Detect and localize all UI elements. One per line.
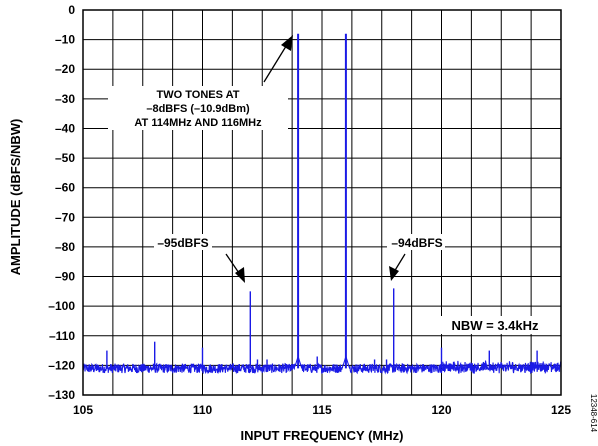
- series-layer: [82, 33, 562, 375]
- y-tick-label: 0: [68, 3, 75, 17]
- y-tick-label: –30: [55, 92, 75, 106]
- x-tick-labels: 105 110 115 120 125: [73, 403, 571, 417]
- y-tick-label: –40: [55, 121, 75, 135]
- y-tick-label: –80: [55, 240, 75, 254]
- annotation-two-tones-arrow-line: [263, 42, 289, 83]
- y-tick-label: –60: [55, 181, 75, 195]
- annotation-two-tones-line-1: TWO TONES AT: [157, 89, 240, 101]
- y-tick-label: –110: [49, 329, 75, 343]
- y-tick-label: –130: [48, 388, 75, 402]
- x-tick-label: 110: [193, 403, 213, 417]
- annotation-right-spur-label: –94dBFS: [391, 236, 442, 250]
- x-axis-label: INPUT FREQUENCY (MHz): [241, 428, 404, 443]
- annotation-left-spur-background: [154, 234, 212, 250]
- y-tick-label: –120: [48, 358, 75, 372]
- x-tick-label: 115: [312, 403, 332, 417]
- annotation-nbw-background: [440, 316, 550, 334]
- annotations: TWO TONES AT –8dBFS (–10.9dBm) AT 114MHz…: [108, 35, 550, 334]
- annotation-nbw-label: NBW = 3.4kHz: [451, 318, 539, 333]
- y-tick-label: –10: [55, 33, 75, 47]
- x-tick-label: 105: [73, 403, 93, 417]
- annotation-two-tones-arrow-head: [281, 35, 293, 51]
- y-axis-label: AMPLITUDE (dBFS/NBW): [8, 119, 23, 276]
- annotation-two-tones-line-3: AT 114MHz AND 116MHz: [134, 117, 262, 129]
- y-tick-labels: 0 –10 –20 –30 –40 –50 –60 –70 –80 –90 –100 –110 –120…: [48, 3, 75, 402]
- y-tick-label: –20: [55, 62, 75, 76]
- annotation-two-tones-line-2: –8dBFS (–10.9dBm): [146, 103, 250, 115]
- y-tick-label: –50: [55, 151, 75, 165]
- series-line: [82, 354, 562, 375]
- y-tick-label: –100: [48, 299, 75, 313]
- annotation-left-spur-arrow-head: [235, 267, 245, 283]
- figure-id: 12348-614: [589, 394, 598, 433]
- x-tick-label: 120: [431, 403, 451, 417]
- y-tick-label: –70: [55, 210, 75, 224]
- y-tick-label: –90: [55, 270, 75, 284]
- plot-frame: [82, 9, 562, 396]
- annotation-right-spur-arrow-head: [389, 266, 399, 281]
- grid: [83, 10, 561, 395]
- x-tick-label: 125: [551, 403, 571, 417]
- annotation-left-spur-label: –95dBFS: [157, 236, 208, 250]
- annotation-right-spur-background: [387, 234, 445, 250]
- annotation-two-tones-background: [108, 86, 288, 130]
- annotation-right-spur-arrow-line: [393, 253, 406, 273]
